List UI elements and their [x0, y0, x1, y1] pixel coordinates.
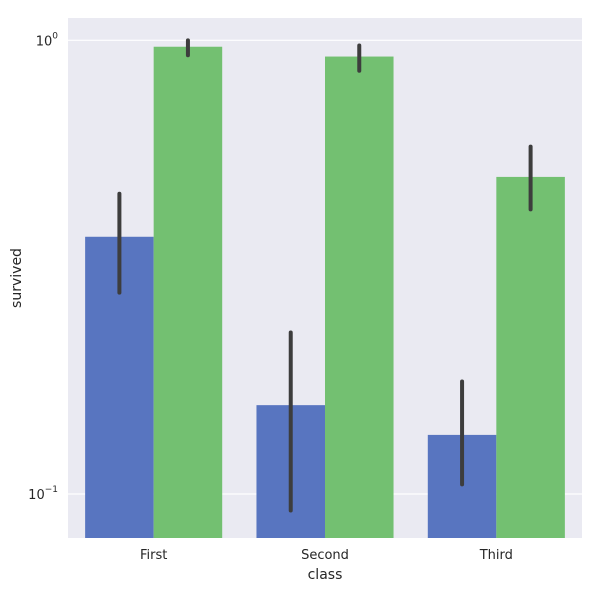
y-tick-exponent-1: −1 — [45, 485, 58, 495]
y-tick-label-0: 100 — [36, 31, 59, 49]
y-axis-label: survived — [9, 248, 25, 308]
y-tick-base-0: 10 — [36, 34, 53, 49]
x-axis-label: class — [308, 567, 343, 583]
x-tick-label-2: Third — [479, 548, 513, 563]
bar-second-series-1 — [325, 56, 394, 539]
x-tick-label-0: First — [140, 548, 167, 563]
y-tick-exponent-0: 0 — [52, 31, 58, 41]
error-bars — [117, 38, 533, 513]
x-tick-label-1: Second — [301, 548, 349, 563]
bar-first-series-1 — [153, 46, 223, 539]
y-tick-base-1: 10 — [28, 488, 45, 503]
bar-third-series-1 — [496, 176, 565, 538]
y-tick-label-1: 10−1 — [28, 485, 58, 503]
x-tick-labels: First Second Third — [140, 548, 513, 563]
